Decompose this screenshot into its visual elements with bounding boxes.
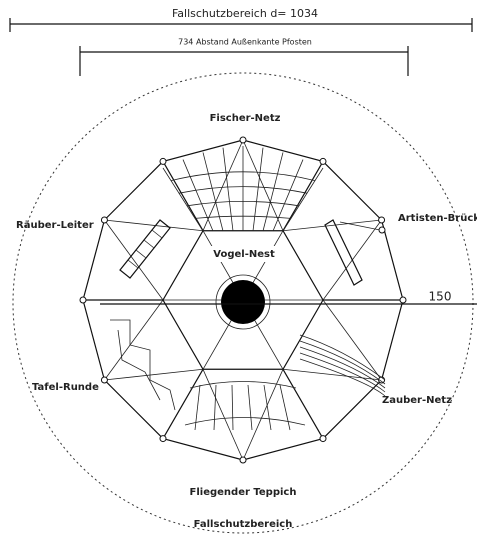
post [320, 436, 326, 442]
label-bottom: Fliegender Teppich [190, 487, 297, 498]
bridge-knob [379, 227, 385, 233]
post [240, 457, 246, 463]
playground-plan: Fallschutzbereich d= 1034 734 Abstand Au… [0, 0, 477, 536]
post [240, 137, 246, 143]
offset-label: 150 [429, 290, 452, 304]
label-top: Fischer-Netz [210, 113, 281, 124]
label-zone: Fallschutzbereich [194, 519, 293, 530]
label-lower-left: Tafel-Runde [32, 382, 99, 393]
label-center: Vogel-Nest [213, 249, 275, 260]
post [400, 297, 406, 303]
post [379, 217, 385, 223]
post [320, 158, 326, 164]
post [80, 297, 86, 303]
outer-dimension: Fallschutzbereich d= 1034 [172, 7, 318, 20]
post [101, 217, 107, 223]
post [160, 158, 166, 164]
inner-dimension: 734 Abstand Außenkante Pfosten [178, 38, 312, 47]
center-post [221, 280, 265, 324]
post [160, 436, 166, 442]
label-lower-right: Zauber-Netz [382, 395, 452, 406]
label-right: Artisten-Brück [398, 213, 477, 224]
label-left: Räuber-Leiter [16, 220, 94, 231]
post [101, 377, 107, 383]
